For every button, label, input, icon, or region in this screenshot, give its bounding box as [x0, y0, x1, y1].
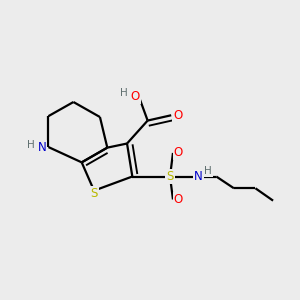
Text: N: N	[194, 170, 203, 183]
Text: S: S	[166, 170, 174, 183]
Text: H: H	[120, 88, 128, 98]
Text: O: O	[174, 146, 183, 159]
Text: O: O	[173, 109, 182, 122]
Text: S: S	[90, 187, 98, 200]
Text: H: H	[204, 166, 212, 176]
Text: N: N	[38, 141, 46, 154]
Text: O: O	[174, 193, 183, 206]
Text: H: H	[27, 140, 34, 150]
Text: O: O	[131, 90, 140, 103]
